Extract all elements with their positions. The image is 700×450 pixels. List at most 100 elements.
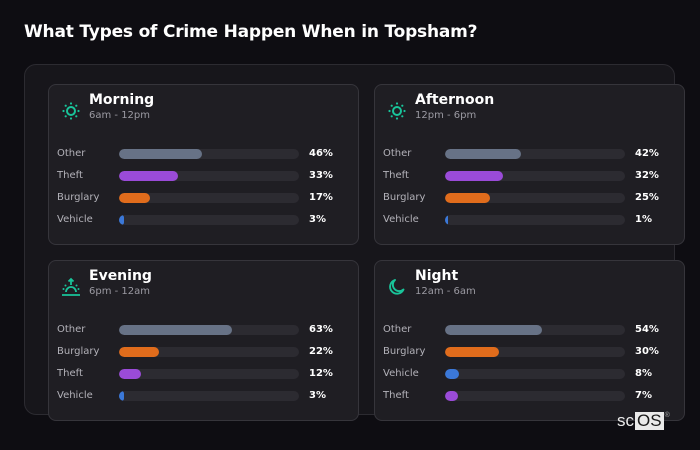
bar-label: Burglary (383, 192, 426, 203)
bar-row: Theft 12% (49, 367, 358, 381)
bar-fill (445, 369, 460, 379)
bar-row: Other 46% (49, 147, 358, 161)
bar-row: Vehicle 3% (49, 389, 358, 403)
bar-fill (445, 325, 543, 335)
bar-label: Vehicle (383, 368, 419, 379)
card-afternoon: Afternoon 12pm - 6pm Other 42% Theft 32% Bur… (374, 84, 685, 245)
bar-track (445, 391, 625, 401)
card-time-range: 6pm - 12am (89, 286, 151, 297)
bar-label: Vehicle (57, 214, 93, 225)
bar-track (119, 347, 299, 357)
bar-row: Burglary 22% (49, 345, 358, 359)
bar-fill (445, 347, 499, 357)
card-evening: Evening 6pm - 12am Other 63% Burglary 22% Th… (48, 260, 359, 421)
bar-row: Vehicle 8% (375, 367, 684, 381)
bar-row: Burglary 25% (375, 191, 684, 205)
bar-track (119, 391, 299, 401)
bar-label: Theft (383, 390, 409, 401)
bar-track (445, 171, 625, 181)
bar-value: 32% (635, 170, 659, 181)
logo-os: OS (635, 411, 664, 430)
bar-track (119, 193, 299, 203)
bar-row: Other 63% (49, 323, 358, 337)
bar-value: 8% (635, 368, 652, 379)
bar-label: Burglary (57, 192, 100, 203)
bar-row: Other 54% (375, 323, 684, 337)
bar-track (445, 347, 625, 357)
bar-row: Theft 33% (49, 169, 358, 183)
card-title: Evening (89, 268, 152, 284)
bar-label: Theft (57, 368, 83, 379)
bar-label: Other (383, 148, 412, 159)
bar-track (445, 149, 625, 159)
bar-value: 63% (309, 324, 333, 335)
bar-value: 33% (309, 170, 333, 181)
bar-track (119, 215, 299, 225)
bar-fill (119, 149, 202, 159)
registered-mark: ® (664, 412, 670, 419)
bar-value: 30% (635, 346, 659, 357)
moon-icon (389, 279, 405, 295)
scos-logo: sc OS ® (617, 411, 670, 430)
sun-icon (388, 102, 406, 120)
sunset-icon (62, 277, 80, 296)
bar-fill (119, 325, 233, 335)
bar-row: Vehicle 1% (375, 213, 684, 227)
logo-sc: sc (617, 411, 634, 430)
card-time-range: 6am - 12pm (89, 110, 151, 121)
bar-value: 7% (635, 390, 652, 401)
bar-row: Burglary 17% (49, 191, 358, 205)
bar-track (119, 369, 299, 379)
sun-icon (62, 102, 80, 120)
bar-label: Other (57, 324, 86, 335)
card-time-range: 12pm - 6pm (415, 110, 477, 121)
bar-track (445, 325, 625, 335)
bar-value: 3% (309, 390, 326, 401)
bar-row: Burglary 30% (375, 345, 684, 359)
card-title: Morning (89, 92, 155, 108)
bar-value: 42% (635, 148, 659, 159)
bar-value: 17% (309, 192, 333, 203)
bar-value: 46% (309, 148, 333, 159)
bar-fill (119, 215, 125, 225)
bar-label: Vehicle (57, 390, 93, 401)
bar-fill (445, 193, 490, 203)
bar-label: Other (57, 148, 86, 159)
bar-label: Vehicle (383, 214, 419, 225)
bar-value: 25% (635, 192, 659, 203)
bar-track (445, 193, 625, 203)
bar-track (119, 149, 299, 159)
bar-label: Burglary (383, 346, 426, 357)
bar-label: Other (383, 324, 412, 335)
bar-fill (119, 391, 125, 401)
card-title: Afternoon (415, 92, 495, 108)
bar-track (445, 215, 625, 225)
bar-fill (119, 171, 179, 181)
bar-row: Vehicle 3% (49, 213, 358, 227)
bar-fill (119, 193, 150, 203)
bar-fill (445, 149, 521, 159)
bar-value: 22% (309, 346, 333, 357)
card-time-range: 12am - 6am (415, 286, 476, 297)
bar-value: 3% (309, 214, 326, 225)
bar-fill (445, 391, 458, 401)
page-title: What Types of Crime Happen When in Topsh… (24, 22, 478, 42)
card-morning: Morning 6am - 12pm Other 46% Theft 33% Burgl… (48, 84, 359, 245)
bar-label: Theft (57, 170, 83, 181)
bar-value: 1% (635, 214, 652, 225)
bar-value: 54% (635, 324, 659, 335)
bar-track (119, 171, 299, 181)
bar-row: Other 42% (375, 147, 684, 161)
bar-fill (445, 171, 503, 181)
bar-label: Theft (383, 170, 409, 181)
bar-track (445, 369, 625, 379)
card-title: Night (415, 268, 459, 284)
bar-row: Theft 7% (375, 389, 684, 403)
bar-fill (445, 215, 448, 225)
bar-label: Burglary (57, 346, 100, 357)
bar-fill (119, 369, 141, 379)
bar-row: Theft 32% (375, 169, 684, 183)
card-night: Night 12am - 6am Other 54% Burglary 30% Vehi… (374, 260, 685, 421)
bar-value: 12% (309, 368, 333, 379)
bar-track (119, 325, 299, 335)
